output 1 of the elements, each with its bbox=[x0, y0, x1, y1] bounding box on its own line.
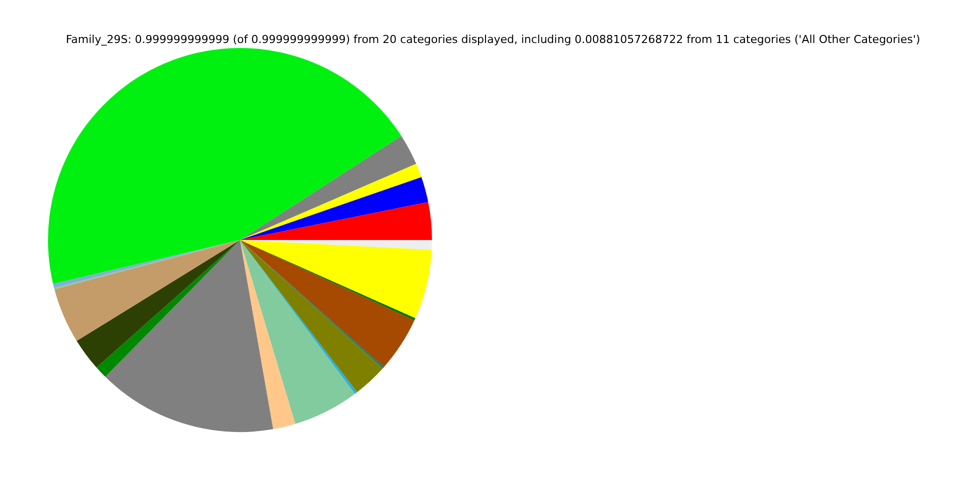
text: Family_29S: 0.999999999999 (of 0.999999999999) from 20 categories displayed, including 0.00881057268722 from 11 categories ('All Other Categories') bbox=[66, 32, 920, 46]
